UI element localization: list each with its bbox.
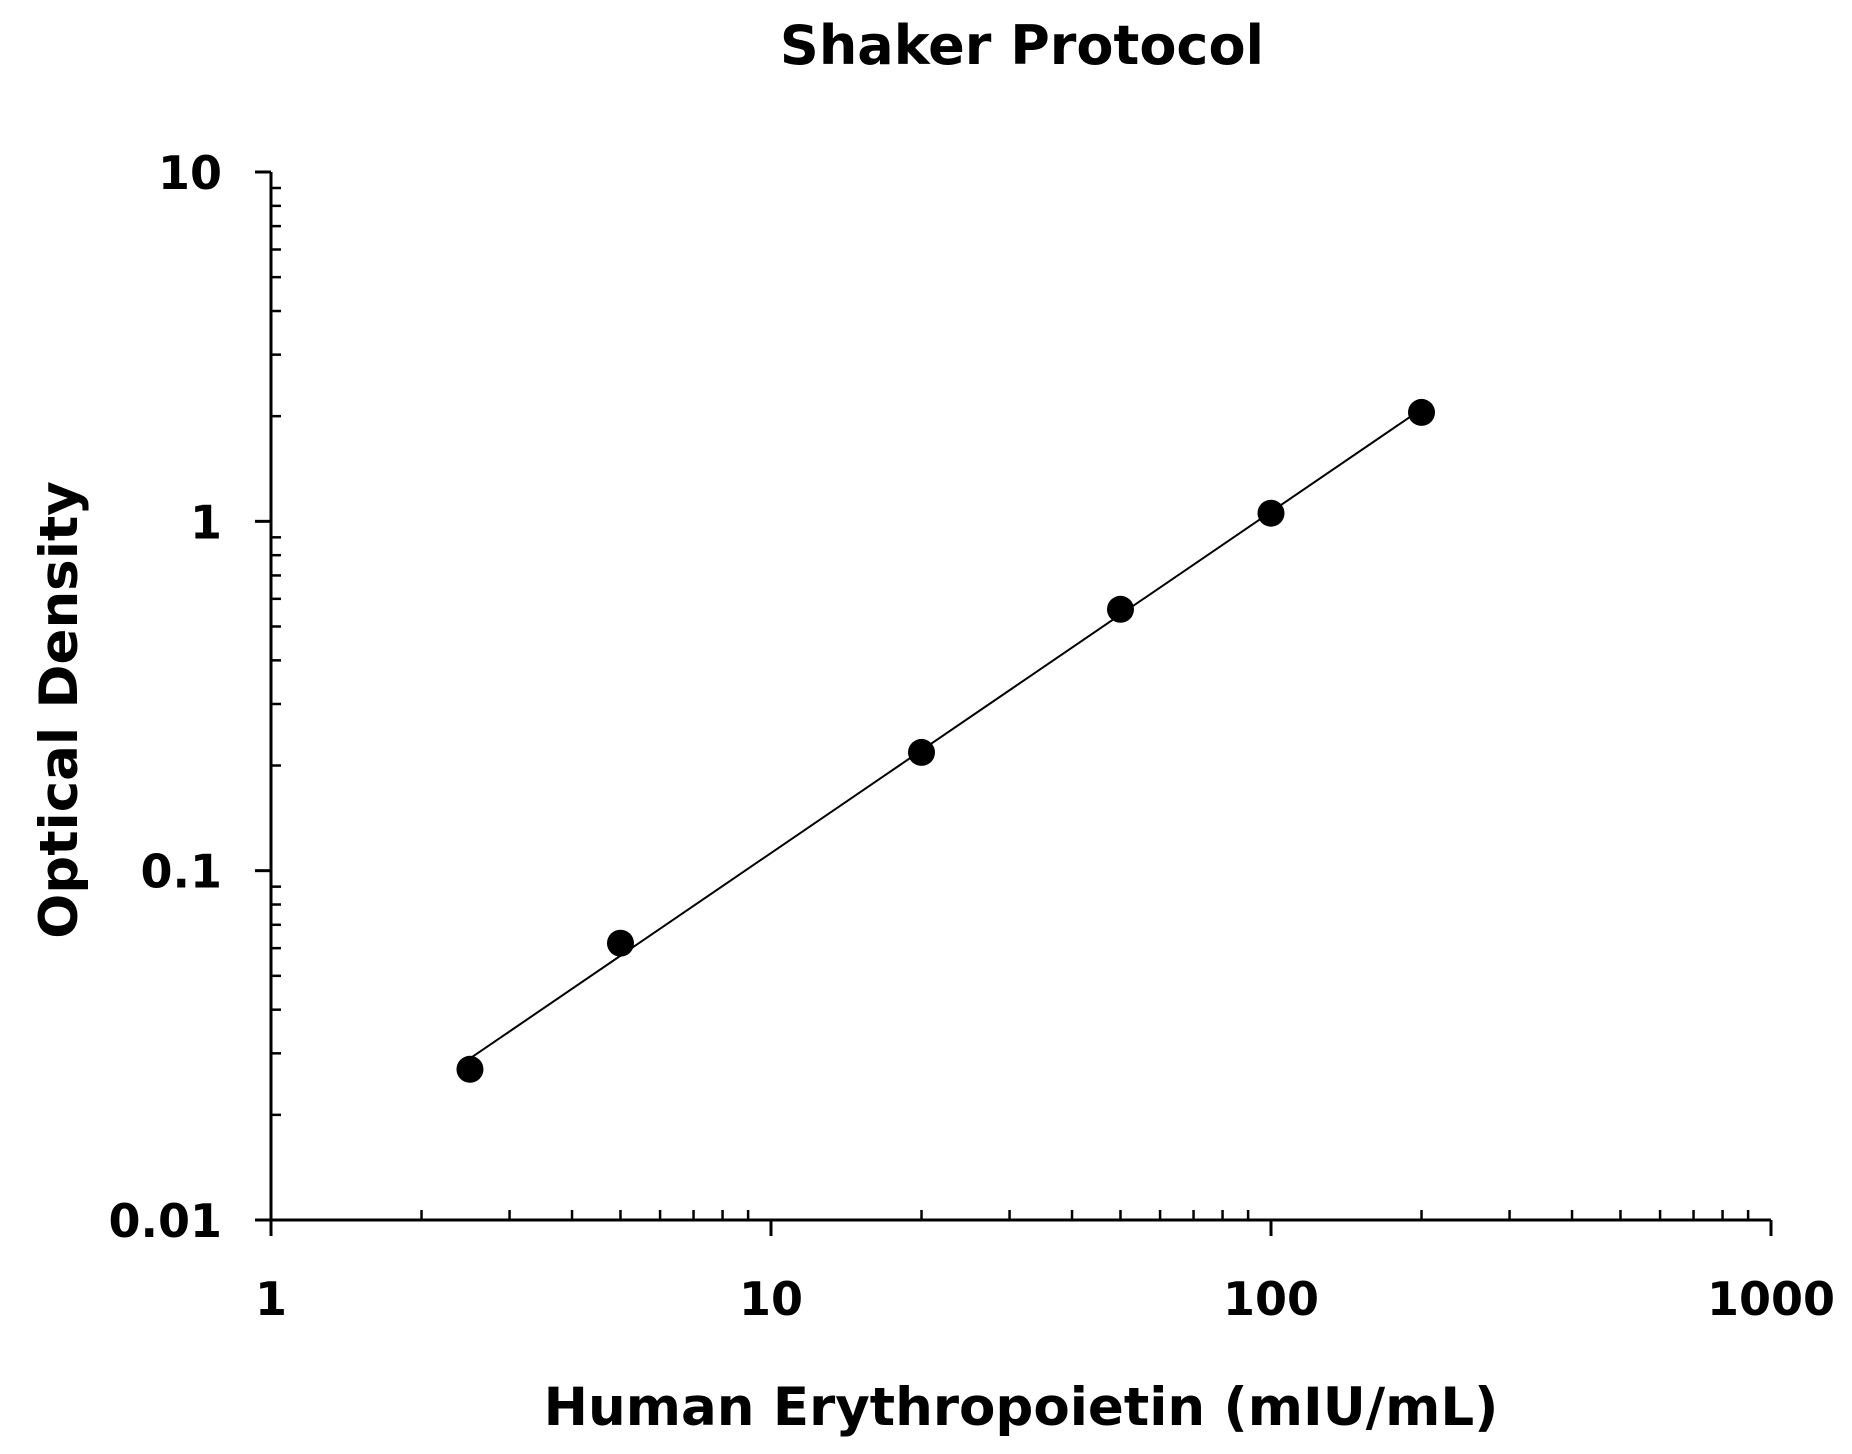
- y-axis-label: Optical Density: [29, 481, 90, 939]
- data-point-marker: [1408, 398, 1436, 426]
- axes: [257, 172, 1771, 1236]
- x-axis-ticks: 1 10 100 1000: [255, 1210, 1835, 1326]
- y-axis-ticks: 0.01 0.1 1 10: [109, 146, 281, 1248]
- y-tick-label: 10: [158, 146, 222, 200]
- chart-title: Shaker Protocol: [780, 14, 1264, 77]
- data-point-marker: [606, 929, 634, 957]
- data-points: [456, 398, 1436, 1083]
- data-point-marker: [908, 738, 936, 766]
- data-point-marker: [1257, 499, 1285, 527]
- y-tick-label: 0.1: [141, 845, 223, 899]
- x-tick-label: 1000: [1707, 1272, 1835, 1326]
- x-tick-label: 100: [1223, 1272, 1319, 1326]
- data-point-marker: [1106, 595, 1134, 623]
- data-point-marker: [456, 1055, 484, 1083]
- y-tick-label: 0.01: [109, 1194, 223, 1248]
- x-axis-label: Human Erythropoietin (mIU/mL): [544, 1377, 1499, 1438]
- x-tick-label: 1: [255, 1272, 287, 1326]
- x-tick-label: 10: [739, 1272, 803, 1326]
- y-tick-label: 1: [190, 495, 222, 549]
